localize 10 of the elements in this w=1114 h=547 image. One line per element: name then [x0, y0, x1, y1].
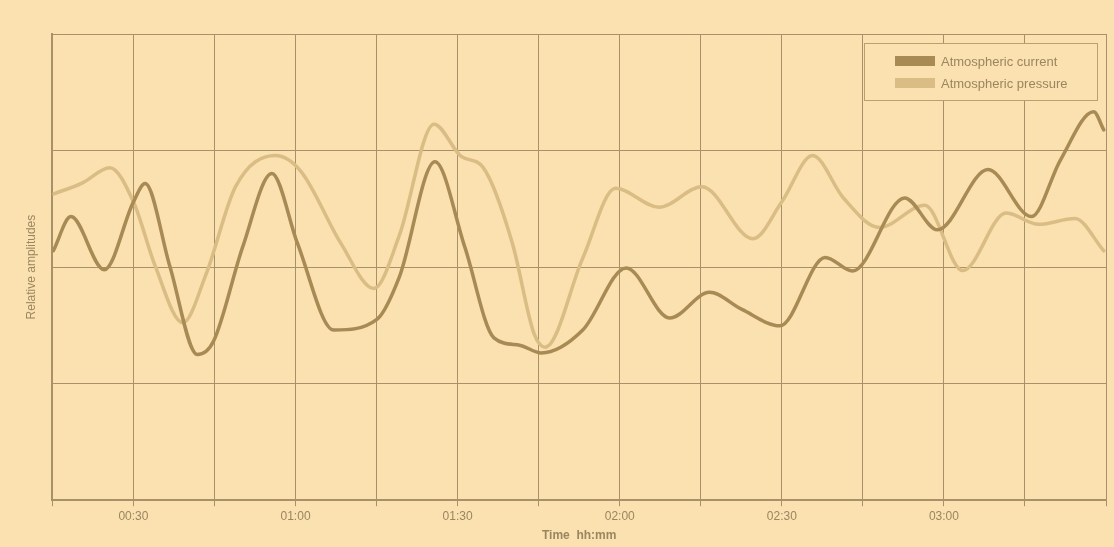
x-tick-label: 03:00: [928, 508, 960, 523]
y-axis-title: Relative amplitudes: [23, 214, 38, 320]
legend-label: Atmospheric current: [941, 53, 1058, 69]
x-tick-label: 02:00: [604, 508, 636, 523]
x-tick-label: 01:30: [442, 508, 473, 523]
x-tick-label: 01:00: [280, 508, 311, 523]
x-tick-label: 00:30: [118, 508, 149, 523]
legend-label: Atmospheric pressure: [941, 75, 1068, 91]
x-axis-title: Time hh:mm: [541, 528, 617, 543]
x-tick-label: 02:30: [766, 508, 798, 523]
